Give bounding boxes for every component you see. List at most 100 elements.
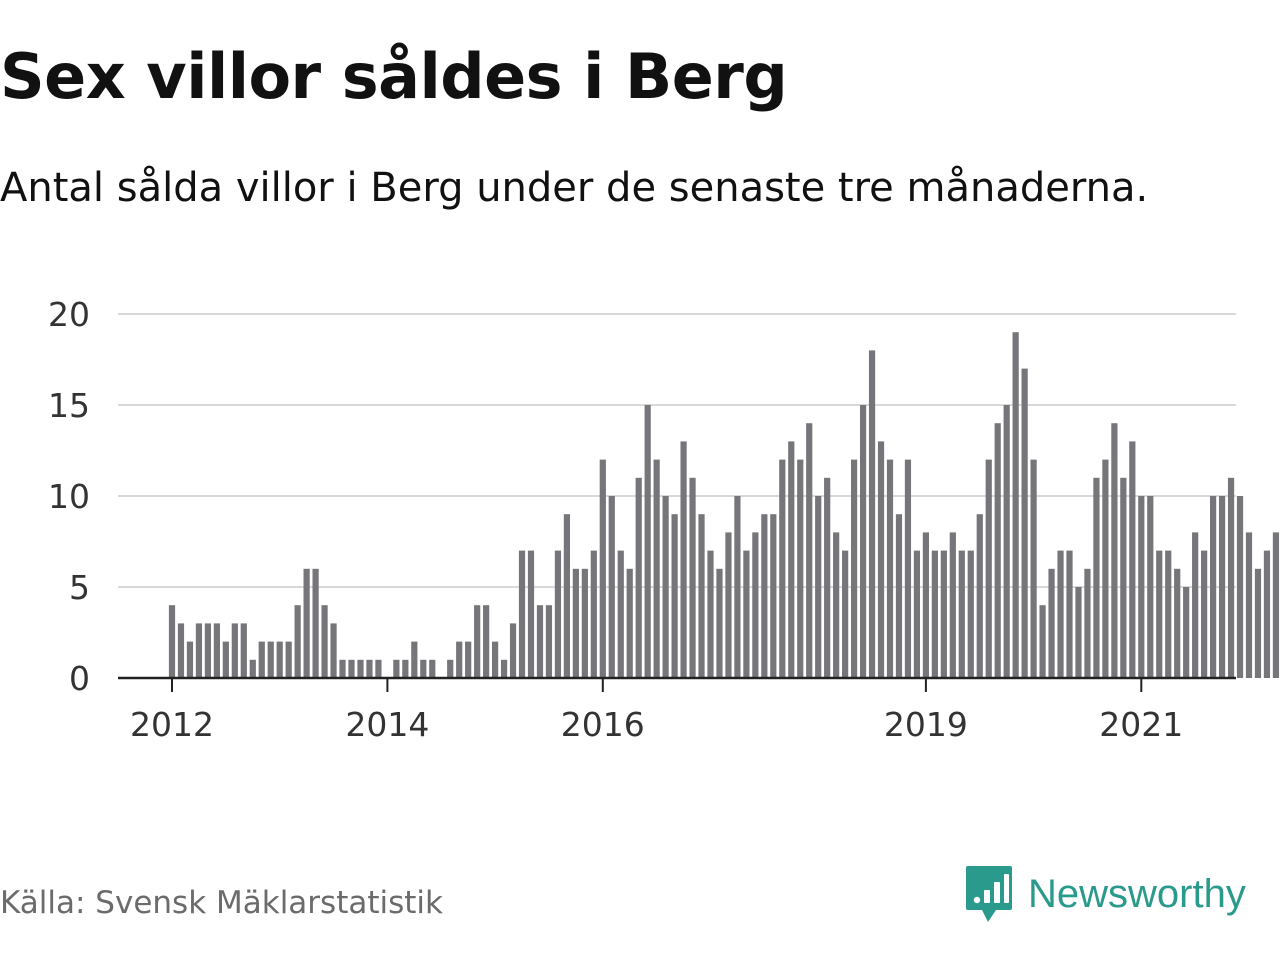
bar bbox=[518, 550, 526, 678]
bar bbox=[886, 459, 894, 678]
bar bbox=[357, 659, 364, 678]
bar bbox=[1192, 532, 1199, 678]
bar bbox=[447, 659, 454, 678]
bar bbox=[868, 350, 876, 678]
bar bbox=[581, 568, 588, 678]
bar bbox=[1272, 532, 1280, 678]
bar bbox=[554, 550, 562, 678]
y-axis-labels: 0 5 10 15 20 bbox=[48, 295, 90, 698]
bar bbox=[1030, 459, 1037, 678]
bar bbox=[599, 459, 606, 678]
bar bbox=[303, 568, 310, 678]
bar bbox=[1138, 496, 1145, 678]
bar bbox=[366, 659, 373, 678]
bar bbox=[689, 477, 696, 678]
bar bbox=[851, 459, 858, 678]
bar bbox=[797, 459, 804, 678]
bar bbox=[1218, 496, 1226, 678]
bar bbox=[590, 550, 597, 678]
bar bbox=[725, 532, 732, 678]
bar bbox=[231, 623, 238, 678]
bar bbox=[967, 550, 974, 678]
bar bbox=[806, 423, 813, 678]
bar bbox=[662, 496, 669, 678]
bar bbox=[402, 659, 409, 678]
x-tick-label: 2014 bbox=[345, 705, 429, 744]
bar bbox=[1093, 477, 1100, 678]
bar bbox=[707, 550, 714, 678]
bar bbox=[572, 568, 579, 678]
bar bbox=[734, 496, 741, 678]
bar bbox=[752, 532, 759, 678]
bar bbox=[1003, 405, 1010, 678]
bar bbox=[1227, 477, 1235, 678]
bar bbox=[1084, 568, 1091, 678]
bar bbox=[465, 641, 472, 678]
bar bbox=[994, 423, 1001, 678]
bar bbox=[483, 605, 490, 678]
bar bbox=[1245, 532, 1253, 678]
brand-logo[interactable]: Newsworthy bbox=[964, 864, 1246, 924]
bar bbox=[931, 550, 938, 678]
bar bbox=[536, 605, 544, 678]
bar bbox=[1156, 550, 1163, 678]
bar bbox=[680, 441, 687, 678]
bar bbox=[321, 605, 328, 678]
bar bbox=[779, 459, 786, 678]
bar bbox=[204, 623, 211, 678]
bar bbox=[456, 641, 463, 678]
bar bbox=[922, 532, 929, 678]
bar bbox=[563, 514, 570, 678]
bar bbox=[913, 550, 921, 678]
bar bbox=[393, 659, 400, 678]
bar bbox=[815, 496, 822, 678]
bar bbox=[177, 623, 185, 678]
bar bbox=[240, 623, 247, 678]
x-tick-label: 2021 bbox=[1099, 705, 1183, 744]
bar bbox=[1201, 550, 1208, 678]
bar bbox=[895, 514, 903, 678]
bar bbox=[842, 550, 849, 678]
bar bbox=[1254, 568, 1262, 678]
bar bbox=[474, 605, 481, 678]
bar bbox=[545, 605, 553, 678]
bar bbox=[1102, 459, 1109, 678]
bar bbox=[985, 459, 992, 678]
bar bbox=[276, 641, 283, 678]
bar bbox=[976, 514, 983, 678]
bar bbox=[716, 568, 723, 678]
bar bbox=[1075, 587, 1082, 678]
bar bbox=[1210, 496, 1217, 678]
bar bbox=[1129, 441, 1136, 678]
bar bbox=[788, 441, 795, 678]
bar bbox=[1236, 496, 1244, 678]
bar bbox=[761, 514, 768, 678]
bar bbox=[958, 550, 965, 678]
bar bbox=[1057, 550, 1064, 678]
bar bbox=[644, 405, 651, 678]
bar bbox=[877, 441, 885, 678]
bar bbox=[1165, 550, 1172, 678]
bar bbox=[411, 641, 418, 678]
bar bbox=[1111, 423, 1118, 678]
bar bbox=[617, 550, 624, 678]
chart-subtitle: Antal sålda villor i Berg under de senas… bbox=[0, 165, 1149, 211]
bar bbox=[1263, 550, 1271, 678]
bar bbox=[833, 532, 840, 678]
bar bbox=[1174, 568, 1181, 678]
y-tick-label: 0 bbox=[69, 659, 90, 698]
bar bbox=[294, 605, 301, 678]
bar bbox=[258, 641, 265, 678]
bar bbox=[608, 496, 615, 678]
y-tick-label: 10 bbox=[48, 477, 90, 516]
bar bbox=[626, 568, 633, 678]
bar bbox=[1048, 568, 1055, 678]
bar bbox=[186, 641, 194, 678]
bar bbox=[195, 623, 203, 678]
x-tick-label: 2016 bbox=[561, 705, 645, 744]
x-tick-label: 2019 bbox=[884, 705, 968, 744]
bar bbox=[653, 459, 660, 678]
bar bbox=[527, 550, 535, 678]
bar bbox=[330, 623, 337, 678]
bar bbox=[1012, 332, 1019, 678]
